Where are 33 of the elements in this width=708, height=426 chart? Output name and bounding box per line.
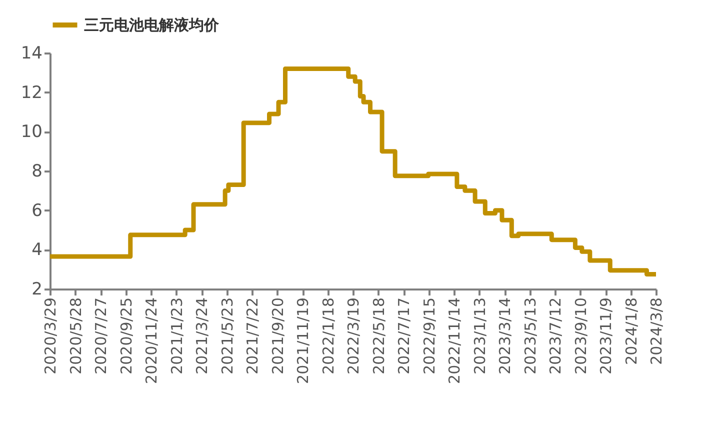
x-tick-label: 2022/5/18 [370, 298, 388, 374]
y-tick-label: 10 [20, 122, 42, 142]
x-tick-label: 2023/9/10 [572, 298, 590, 374]
y-tick-label: 6 [32, 200, 42, 221]
x-tick-label: 2022/11/14 [446, 298, 464, 384]
y-tick-label: 12 [20, 82, 42, 103]
y-tick-label: 2 [32, 280, 42, 300]
x-tick-label: 2021/7/22 [244, 298, 262, 374]
x-tick-label: 2022/7/17 [395, 298, 413, 374]
y-tick-label: 8 [32, 162, 42, 182]
x-tick-label: 2022/9/15 [420, 298, 438, 374]
x-tick-label: 2020/5/28 [66, 298, 85, 374]
x-tick-label: 2023/3/14 [496, 298, 514, 374]
x-tick-label: 2024/1/8 [622, 298, 640, 365]
x-tick-label: 2021/5/23 [218, 298, 236, 374]
y-tick-label: 14 [20, 44, 42, 64]
x-tick-label: 2020/9/25 [117, 298, 136, 374]
x-tick-label: 2023/7/12 [546, 298, 564, 374]
x-tick-label: 2023/5/13 [521, 298, 540, 374]
x-tick-label: 2023/11/9 [597, 298, 615, 374]
x-tick-label: 2023/1/13 [470, 298, 489, 374]
y-tick-label: 4 [32, 240, 42, 260]
x-tick-label: 2021/3/24 [193, 298, 211, 374]
x-tick-label: 2022/3/19 [344, 298, 362, 374]
x-tick-label: 2024/3/8 [648, 298, 666, 365]
x-tick-label: 2021/1/23 [168, 298, 186, 374]
legend-label: 三元电池电解液均价 [84, 16, 220, 34]
x-tick-label: 2022/1/18 [319, 298, 338, 374]
x-tick-label: 2020/7/27 [92, 298, 110, 374]
x-tick-label: 2020/11/24 [142, 298, 160, 384]
x-tick-label: 2021/9/20 [268, 298, 287, 374]
x-tick-label: 2021/11/19 [294, 298, 312, 384]
x-tick-label: 2020/3/29 [42, 298, 60, 374]
